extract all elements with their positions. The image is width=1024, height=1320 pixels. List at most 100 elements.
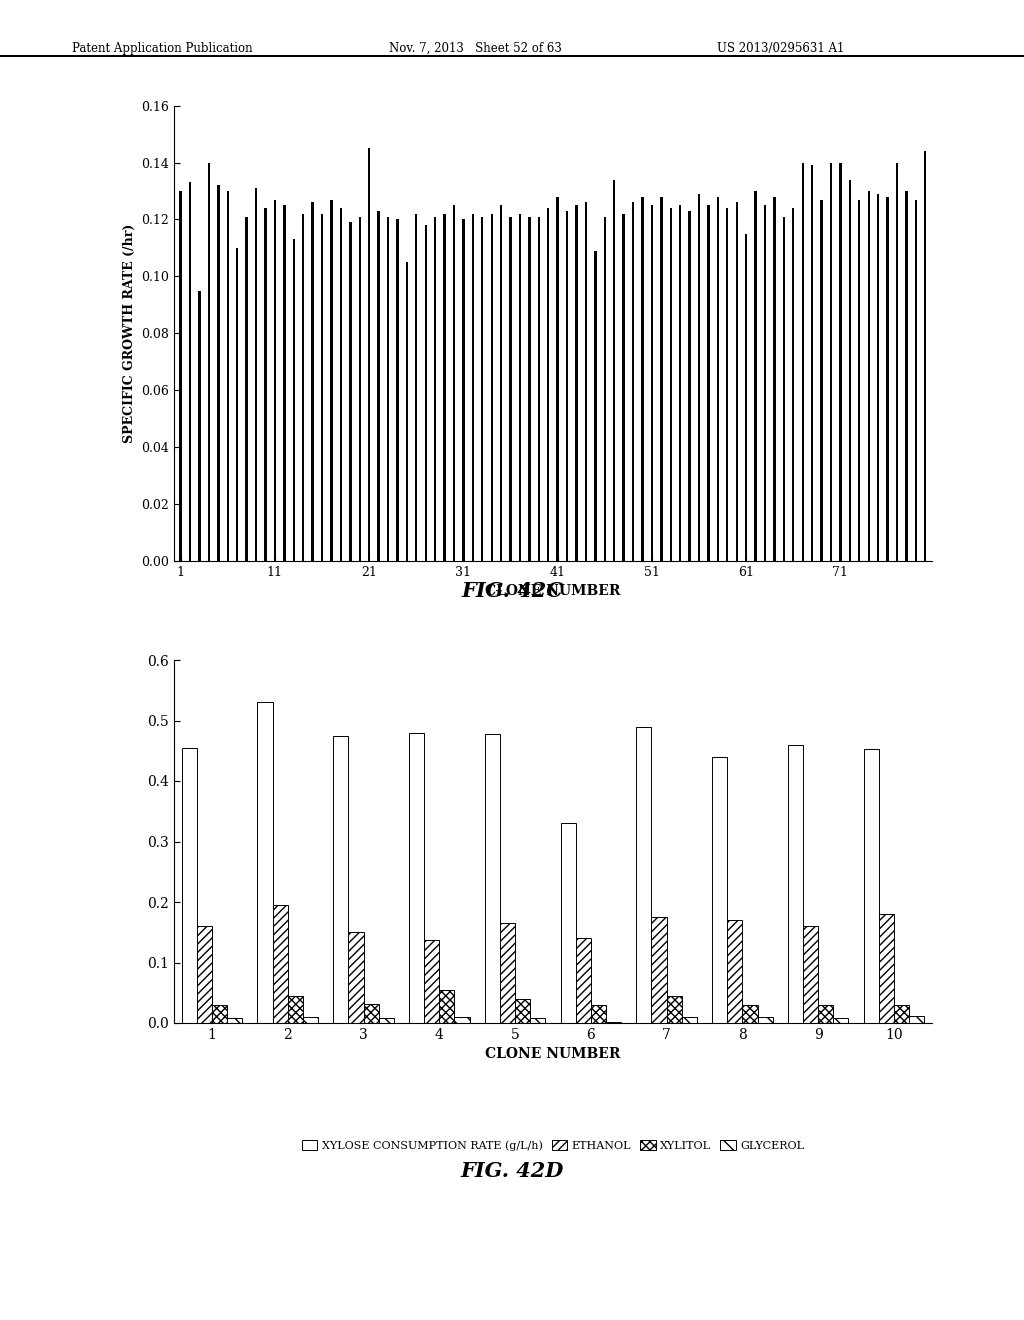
Text: FIG. 42D: FIG. 42D <box>461 1162 563 1181</box>
Text: US 2013/0295631 A1: US 2013/0295631 A1 <box>717 42 844 55</box>
Bar <box>905 191 907 561</box>
Bar <box>538 216 540 561</box>
Y-axis label: SPECIFIC GROWTH RATE (/hr): SPECIFIC GROWTH RATE (/hr) <box>123 223 136 444</box>
Bar <box>820 199 822 561</box>
Bar <box>453 205 456 561</box>
Bar <box>358 216 360 561</box>
Bar <box>212 1005 227 1023</box>
Bar <box>879 913 894 1023</box>
Bar <box>773 197 775 561</box>
Bar <box>735 202 738 561</box>
Bar <box>415 214 418 561</box>
Bar <box>425 226 427 561</box>
Bar <box>636 726 651 1023</box>
Bar <box>379 1018 394 1023</box>
Bar <box>782 216 785 561</box>
Bar <box>257 702 272 1023</box>
Bar <box>909 1016 925 1023</box>
Bar <box>575 205 578 561</box>
Bar <box>867 191 869 561</box>
Bar <box>727 920 742 1023</box>
Bar <box>818 1005 834 1023</box>
Bar <box>197 927 212 1023</box>
Bar <box>560 824 575 1023</box>
Bar <box>500 923 515 1023</box>
Legend: XYLOSE CONSUMPTION RATE (g/L/h), ETHANOL, XYLITOL, GLYCEROL: XYLOSE CONSUMPTION RATE (g/L/h), ETHANOL… <box>298 1135 808 1155</box>
Bar <box>331 199 333 561</box>
Bar <box>272 906 288 1023</box>
Bar <box>585 202 587 561</box>
Bar <box>179 191 182 561</box>
Bar <box>293 239 295 561</box>
Bar <box>340 209 342 561</box>
Bar <box>651 917 667 1023</box>
Bar <box>829 162 833 561</box>
Bar <box>641 197 644 561</box>
Bar <box>226 191 229 561</box>
Bar <box>528 216 530 561</box>
Bar <box>255 189 257 561</box>
Bar <box>246 216 248 561</box>
Bar <box>217 185 219 561</box>
Bar <box>650 205 653 561</box>
Bar <box>303 1016 318 1023</box>
Bar <box>698 194 700 561</box>
Bar <box>387 216 389 561</box>
Bar <box>660 197 663 561</box>
Bar <box>708 205 710 561</box>
Bar <box>887 197 889 561</box>
Bar <box>594 251 597 561</box>
Bar <box>515 999 530 1023</box>
Bar <box>227 1018 243 1023</box>
Bar <box>688 211 691 561</box>
Bar <box>484 734 500 1023</box>
Bar <box>803 927 818 1023</box>
Bar <box>349 222 351 561</box>
Bar <box>787 744 803 1023</box>
Bar <box>840 162 842 561</box>
Bar <box>632 202 634 561</box>
Bar <box>264 209 266 561</box>
Bar <box>188 182 191 561</box>
Bar <box>742 1005 758 1023</box>
Bar <box>896 162 898 561</box>
Bar <box>802 162 804 561</box>
Bar <box>500 205 503 561</box>
Bar <box>199 290 201 561</box>
Bar <box>288 995 303 1023</box>
Bar <box>591 1005 606 1023</box>
Bar <box>547 209 550 561</box>
X-axis label: CLONE NUMBER: CLONE NUMBER <box>485 585 621 598</box>
Bar <box>603 216 606 561</box>
Bar <box>321 214 324 561</box>
Bar <box>406 263 408 561</box>
Text: FIG. 42C: FIG. 42C <box>461 581 563 601</box>
Bar <box>530 1018 546 1023</box>
Bar <box>575 939 591 1023</box>
Bar <box>181 747 197 1023</box>
Bar <box>490 214 493 561</box>
Bar <box>566 211 568 561</box>
Bar <box>717 197 719 561</box>
Bar <box>462 219 465 561</box>
Text: Patent Application Publication: Patent Application Publication <box>72 42 252 55</box>
Bar <box>764 205 766 561</box>
Bar <box>849 180 851 561</box>
Bar <box>712 756 727 1023</box>
Bar <box>439 990 455 1023</box>
Bar <box>237 248 239 561</box>
Bar <box>519 214 521 561</box>
Bar <box>726 209 728 561</box>
Bar <box>745 234 748 561</box>
Bar <box>877 194 880 561</box>
Bar <box>811 165 813 561</box>
Bar <box>924 152 927 561</box>
Bar <box>755 191 757 561</box>
Bar <box>481 216 483 561</box>
Bar <box>509 216 512 561</box>
Bar <box>273 199 276 561</box>
Bar <box>424 940 439 1023</box>
Bar <box>613 180 615 561</box>
Bar <box>914 199 918 561</box>
Bar <box>758 1016 773 1023</box>
